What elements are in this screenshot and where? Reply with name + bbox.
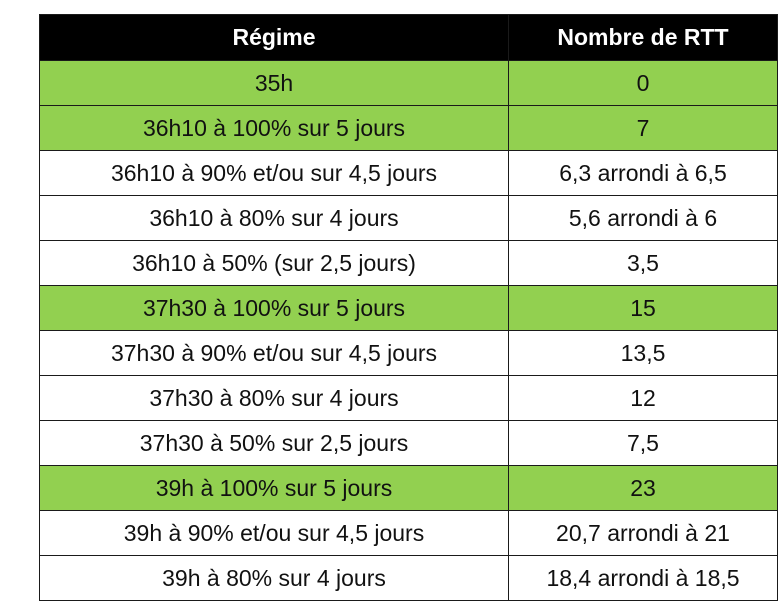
rtt-count-cell: 13,5 (508, 330, 778, 376)
table-row: 36h10 à 50% (sur 2,5 jours) 3,5 (39, 240, 778, 286)
rtt-count-cell: 20,7 arrondi à 21 (508, 510, 778, 556)
regime-cell: 39h à 90% et/ou sur 4,5 jours (39, 510, 509, 556)
regime-cell: 36h10 à 100% sur 5 jours (39, 105, 509, 151)
regime-cell: 37h30 à 80% sur 4 jours (39, 375, 509, 421)
header-rtt-count: Nombre de RTT (508, 14, 778, 61)
header-regime: Régime (39, 14, 509, 61)
table-row: 37h30 à 100% sur 5 jours 15 (39, 285, 778, 331)
table-row: 37h30 à 90% et/ou sur 4,5 jours 13,5 (39, 330, 778, 376)
table-row: 39h à 90% et/ou sur 4,5 jours 20,7 arrond… (39, 510, 778, 556)
rtt-count-cell: 7,5 (508, 420, 778, 466)
rtt-count-cell: 7 (508, 105, 778, 151)
rtt-count-cell: 23 (508, 465, 778, 511)
rtt-count-cell: 6,3 arrondi à 6,5 (508, 150, 778, 196)
table-row: 37h30 à 50% sur 2,5 jours 7,5 (39, 420, 778, 466)
table-row: 36h10 à 90% et/ou sur 4,5 jours 6,3 arron… (39, 150, 778, 196)
rtt-count-cell: 18,4 arrondi à 18,5 (508, 555, 778, 601)
table-row: 36h10 à 100% sur 5 jours 7 (39, 105, 778, 151)
regime-cell: 37h30 à 50% sur 2,5 jours (39, 420, 509, 466)
table-row: 39h à 100% sur 5 jours 23 (39, 465, 778, 511)
table-header: Régime Nombre de RTT (39, 14, 778, 61)
table-body: 35h 0 36h10 à 100% sur 5 jours 7 36h10 à 90%… (39, 60, 778, 601)
regime-cell: 36h10 à 90% et/ou sur 4,5 jours (39, 150, 509, 196)
regime-cell: 39h à 100% sur 5 jours (39, 465, 509, 511)
table-row: 37h30 à 80% sur 4 jours 12 (39, 375, 778, 421)
rtt-count-cell: 12 (508, 375, 778, 421)
rtt-count-cell: 3,5 (508, 240, 778, 286)
rtt-count-cell: 5,6 arrondi à 6 (508, 195, 778, 241)
regime-cell: 36h10 à 80% sur 4 jours (39, 195, 509, 241)
table-row: 39h à 80% sur 4 jours 18,4 arrondi à 18,5 (39, 555, 778, 601)
regime-cell: 36h10 à 50% (sur 2,5 jours) (39, 240, 509, 286)
rtt-count-cell: 0 (508, 60, 778, 106)
rtt-count-cell: 15 (508, 285, 778, 331)
regime-cell: 37h30 à 90% et/ou sur 4,5 jours (39, 330, 509, 376)
regime-cell: 37h30 à 100% sur 5 jours (39, 285, 509, 331)
header-row: Régime Nombre de RTT (39, 14, 778, 61)
rtt-table: Régime Nombre de RTT 35h 0 36h10 à 100% su… (39, 14, 778, 601)
table-row: 36h10 à 80% sur 4 jours 5,6 arrondi à 6 (39, 195, 778, 241)
regime-cell: 39h à 80% sur 4 jours (39, 555, 509, 601)
regime-cell: 35h (39, 60, 509, 106)
table-row: 35h 0 (39, 60, 778, 106)
